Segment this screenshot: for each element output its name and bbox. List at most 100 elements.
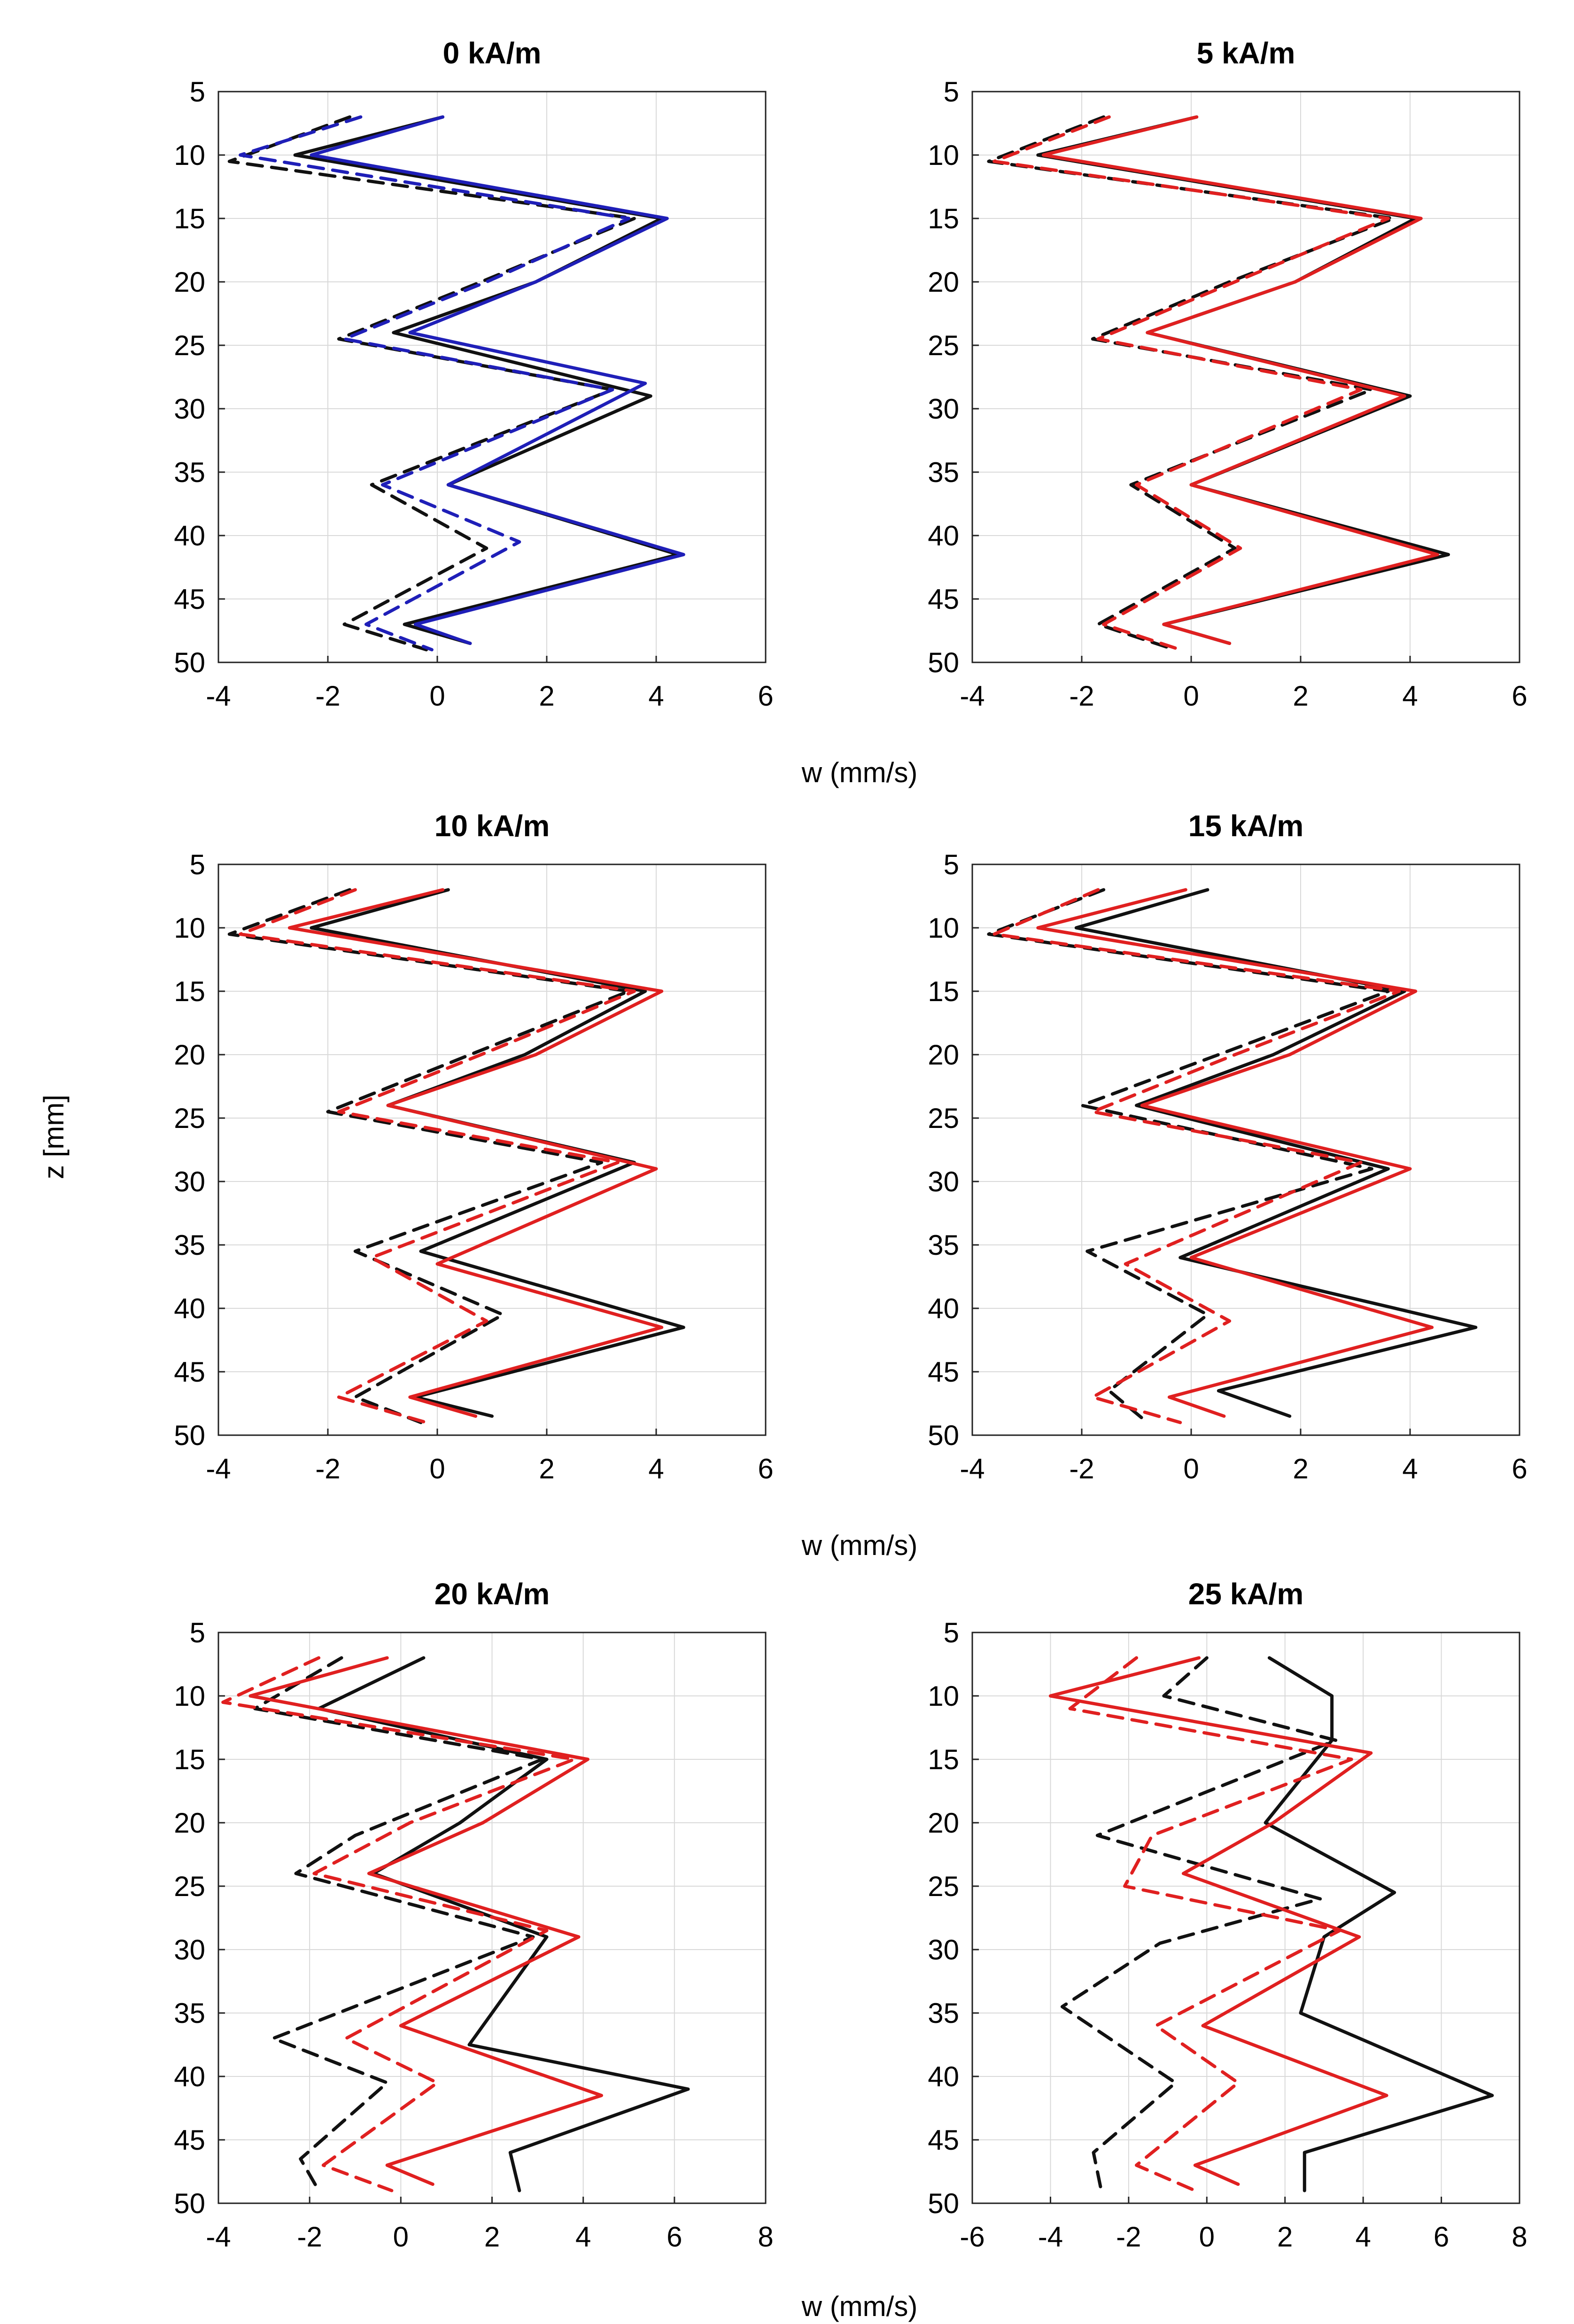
series-red-solid-line	[1041, 115, 1439, 645]
y-tick-label: 40	[174, 1293, 205, 1324]
y-tick-label: 40	[174, 2061, 205, 2092]
series-red-dashed-line	[221, 1656, 576, 2192]
y-tick-label: 5	[190, 76, 205, 108]
series-red-solid-line	[248, 1656, 603, 2186]
x-tick-label: 4	[1402, 680, 1418, 712]
axes-frame	[217, 91, 767, 663]
x-tick-label: 0	[429, 680, 445, 712]
panel-title: 25 kA/m	[1188, 1577, 1303, 1611]
x-axis-label-row1: w (mm/s)	[801, 757, 918, 788]
y-tick-label: 10	[928, 1680, 959, 1712]
panel-1: -4 -2 0 2 4 6 5 10 15 20 25 30 35 40 45 50 5 kA/m	[928, 36, 1527, 712]
y-tick-label: 30	[174, 1166, 205, 1197]
x-tick-label: -4	[206, 680, 231, 712]
series-black-dashed-line	[227, 888, 631, 1424]
y-tick-label: 10	[928, 912, 959, 944]
series-red-dashed-line	[239, 888, 636, 1424]
x-tick-label: 2	[539, 1453, 554, 1485]
y-tick-label: 45	[928, 583, 959, 615]
series-red-solid-line	[1036, 888, 1434, 1418]
panel-title: 20 kA/m	[434, 1577, 550, 1611]
series-black-dashed-line	[253, 1656, 544, 2192]
panel-title: 10 kA/m	[434, 809, 550, 843]
y-tick-label: 15	[928, 1744, 959, 1775]
axes-frame	[971, 1632, 1520, 2204]
x-tick-label: 0	[1183, 680, 1199, 712]
y-tick-label: 50	[928, 647, 959, 678]
x-tick-label: 6	[667, 2221, 682, 2253]
panel-0: -4 -2 0 2 4 6 5 10 15 20 25 30 35 40 45 50 0 kA/m	[174, 36, 773, 712]
x-tick-label: -2	[297, 2221, 322, 2253]
x-tick-label: -2	[1069, 1453, 1094, 1485]
series-black-solid-line	[1074, 888, 1478, 1418]
x-tick-label: -4	[1038, 2221, 1063, 2253]
y-tick-label: 30	[928, 393, 959, 425]
axes-frame	[971, 863, 1520, 1436]
y-tick-label: 30	[174, 1934, 205, 1966]
x-tick-label: 6	[1512, 1453, 1527, 1485]
x-tick-label: 0	[393, 2221, 409, 2253]
y-tick-label: 15	[928, 203, 959, 234]
series-black-dashed-line	[1060, 1656, 1338, 2192]
series-red-dashed-line	[1068, 1656, 1353, 2192]
x-tick-label: 6	[758, 680, 773, 712]
y-tick-label: 30	[174, 393, 205, 425]
y-tick-label: 30	[928, 1166, 959, 1197]
y-tick-label: 5	[190, 849, 205, 880]
x-tick-label: 4	[575, 2221, 591, 2253]
series-red-dashed-line	[992, 115, 1390, 652]
x-tick-label: 0	[429, 1453, 445, 1485]
y-tick-label: 10	[928, 140, 959, 171]
y-tick-label: 40	[928, 520, 959, 552]
panel-3: -4 -2 0 2 4 6 5 10 15 20 25 30 35 40 45 50 15 kA/m	[928, 809, 1527, 1485]
x-axis-label-row2: w (mm/s)	[801, 1530, 918, 1561]
y-tick-label: 35	[928, 457, 959, 488]
y-tick-label: 45	[174, 583, 205, 615]
series-blue-dashed-line	[239, 115, 631, 652]
y-tick-label: 35	[174, 1229, 205, 1261]
y-tick-label: 15	[928, 976, 959, 1007]
x-tick-label: 4	[648, 1453, 664, 1485]
y-tick-label: 35	[174, 457, 205, 488]
y-tick-label: 40	[174, 520, 205, 552]
panel-2: -4 -2 0 2 4 6 5 10 15 20 25 30 35 40 45 50 10 kA/m	[174, 809, 773, 1485]
y-tick-label: 50	[174, 2188, 205, 2219]
y-tick-label: 25	[928, 330, 959, 361]
x-tick-label: 8	[758, 2221, 773, 2253]
y-tick-label: 10	[174, 140, 205, 171]
x-tick-label: 0	[1199, 2221, 1215, 2253]
y-tick-label: 35	[174, 1998, 205, 2029]
y-tick-label: 20	[928, 1039, 959, 1071]
y-tick-label: 45	[928, 2124, 959, 2156]
x-tick-label: 4	[1355, 2221, 1371, 2253]
x-tick-label: -4	[960, 680, 985, 712]
y-tick-label: 15	[174, 203, 205, 234]
x-axis-label-row3: w (mm/s)	[801, 2291, 918, 2322]
y-tick-label: 20	[174, 1807, 205, 1839]
x-tick-label: -4	[960, 1453, 985, 1485]
panel-5: -6 -4 -2 0 2 4 6 8 5 10 15 20 25 30 35 40 45 50 25 kA/m	[928, 1577, 1527, 2253]
x-tick-label: -2	[315, 680, 340, 712]
x-tick-label: 0	[1183, 1453, 1199, 1485]
series-red-solid-line	[287, 888, 664, 1418]
panel-title: 15 kA/m	[1188, 809, 1303, 843]
y-tick-label: 45	[928, 1356, 959, 1388]
x-tick-label: 2	[1293, 680, 1308, 712]
y-axis-label: z [mm]	[38, 1095, 70, 1179]
series-red-solid-line	[1048, 1656, 1388, 2186]
x-tick-label: 2	[539, 680, 554, 712]
y-tick-label: 40	[928, 1293, 959, 1324]
y-tick-label: 20	[928, 266, 959, 298]
y-tick-label: 50	[174, 647, 205, 678]
y-tick-label: 25	[174, 1871, 205, 1902]
y-tick-label: 45	[174, 1356, 205, 1388]
series-black-solid-line	[1264, 1656, 1494, 2192]
x-tick-label: 8	[1512, 2221, 1527, 2253]
y-tick-label: 15	[174, 976, 205, 1007]
x-tick-label: 4	[1402, 1453, 1418, 1485]
x-tick-label: -2	[1069, 680, 1094, 712]
y-tick-label: 25	[928, 1871, 959, 1902]
y-tick-label: 5	[944, 1617, 959, 1648]
x-tick-label: 2	[484, 2221, 500, 2253]
x-tick-label: -4	[206, 1453, 231, 1485]
